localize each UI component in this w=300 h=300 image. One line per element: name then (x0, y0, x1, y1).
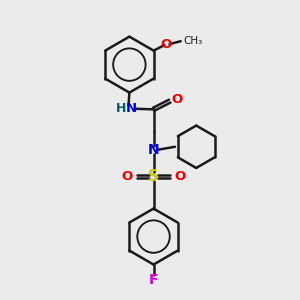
Text: F: F (149, 273, 158, 287)
Text: O: O (171, 93, 182, 106)
Text: O: O (174, 170, 185, 183)
Text: H: H (116, 102, 126, 115)
Text: N: N (148, 143, 159, 157)
Text: O: O (122, 170, 133, 183)
Text: S: S (148, 169, 159, 184)
Text: N: N (126, 102, 137, 115)
Text: CH₃: CH₃ (184, 36, 203, 46)
Text: O: O (160, 38, 172, 51)
